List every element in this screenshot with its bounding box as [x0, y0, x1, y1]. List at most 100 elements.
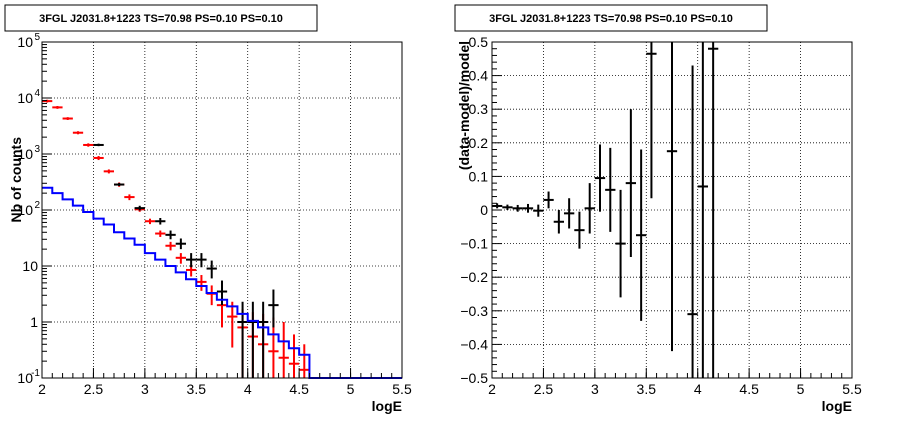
- data-point: [114, 182, 125, 187]
- x-tick-label: 4.5: [289, 381, 309, 397]
- y-tick-label: 0.3: [469, 101, 489, 117]
- data-point: [196, 253, 207, 268]
- residuals-title-box: 3FGL J2031.8+1223 TS=70.98 PS=0.10 PS=0.…: [454, 4, 768, 32]
- residuals-series: [492, 42, 719, 378]
- y-tick-label: 10: [17, 34, 33, 50]
- counts-chart-title: 3FGL J2031.8+1223 TS=70.98 PS=0.10 PS=0.…: [39, 13, 283, 25]
- model-point: [175, 253, 186, 264]
- residuals-y-tick-labels: −0.5 −0.4 −0.3 −0.2 −0.1 0 0.1 0.2 0.3 0.4 0.5: [460, 34, 488, 386]
- y-tick-label: 0: [480, 202, 488, 218]
- data-point: [165, 230, 176, 240]
- model-point: [93, 156, 104, 161]
- x-tick-label: 5: [347, 381, 355, 397]
- model-point: [124, 194, 135, 201]
- model-point: [52, 105, 63, 109]
- counts-y-axis-label: Nb of counts: [8, 137, 24, 223]
- data-point: [708, 42, 719, 378]
- counts-series: [42, 99, 402, 379]
- counts-title-box: 3FGL J2031.8+1223 TS=70.98 PS=0.10 PS=0.…: [4, 4, 318, 32]
- model-point: [278, 322, 289, 378]
- y-tick-label: −0.3: [460, 303, 488, 319]
- x-tick-label: 5: [797, 381, 805, 397]
- data-point: [155, 217, 166, 225]
- data-point: [646, 42, 657, 199]
- data-point: [553, 210, 564, 234]
- data-point: [134, 205, 145, 211]
- data-point: [687, 65, 698, 378]
- model-point: [268, 317, 279, 378]
- data-point: [574, 211, 585, 249]
- residuals-x-axis-label: logE: [822, 398, 852, 414]
- x-tick-label: 5.5: [392, 381, 412, 397]
- x-tick-label: 4: [244, 381, 252, 397]
- y-tick-label: 10: [22, 258, 38, 274]
- residuals-x-tick-labels: 2 2.5 3 3.5 4 4.5 5 5.5: [488, 381, 862, 397]
- y-tick-label: −0.4: [460, 336, 488, 352]
- data-point: [594, 144, 606, 212]
- y-tick-label: 10: [17, 146, 33, 162]
- y-tick-label-exponent: 5: [34, 32, 40, 43]
- model-point: [83, 143, 94, 147]
- counts-x-axis-label: logE: [372, 398, 402, 414]
- x-tick-label: 3.5: [637, 381, 657, 397]
- y-tick-label-exponent: -1: [31, 368, 40, 379]
- data-point: [666, 42, 678, 352]
- x-tick-label: 4.5: [739, 381, 759, 397]
- model-point: [155, 230, 166, 237]
- y-tick-label: 1: [30, 314, 38, 330]
- data-point: [605, 147, 616, 232]
- data-point: [615, 189, 626, 298]
- y-tick-label: 10: [17, 370, 33, 386]
- data-point: [175, 238, 186, 250]
- model-point: [103, 169, 114, 174]
- y-tick-label: 0.5: [469, 34, 489, 50]
- x-tick-label: 4: [694, 381, 702, 397]
- residuals-y-axis-label: (data-model)/model: [456, 41, 472, 170]
- x-tick-label: 2.5: [534, 381, 554, 397]
- x-tick-label: 3: [591, 381, 599, 397]
- data-point: [512, 204, 523, 212]
- y-tick-label: 0.2: [469, 135, 489, 151]
- x-tick-label: 2.5: [84, 381, 104, 397]
- data-point: [186, 253, 197, 268]
- y-tick-label: 0.1: [469, 168, 489, 184]
- data-point: [522, 203, 534, 213]
- data-point: [206, 260, 217, 279]
- data-point: [268, 289, 279, 328]
- data-point: [492, 203, 503, 209]
- data-point: [697, 42, 708, 378]
- y-tick-label: 10: [17, 202, 33, 218]
- data-point: [543, 191, 554, 209]
- model-point: [72, 131, 84, 135]
- data-point: [258, 301, 269, 378]
- y-tick-label: −0.2: [460, 269, 488, 285]
- model-point: [299, 344, 310, 378]
- x-tick-label: 5.5: [842, 381, 862, 397]
- model-point: [144, 218, 156, 225]
- data-point: [93, 143, 104, 147]
- residuals-axis-ticks: [491, 41, 853, 379]
- x-tick-label: 2: [488, 381, 496, 397]
- counts-x-tick-labels: 2 2.5 3 3.5 4 4.5 5 5.5: [38, 381, 412, 397]
- x-tick-label: 2: [38, 381, 46, 397]
- data-point: [564, 198, 575, 229]
- model-point: [42, 99, 53, 103]
- data-point: [502, 204, 513, 210]
- model-point: [288, 334, 300, 378]
- model-point: [62, 117, 73, 120]
- data-point: [625, 109, 636, 258]
- y-tick-label: 10: [17, 90, 33, 106]
- data-point: [247, 301, 258, 378]
- y-tick-label: −0.5: [460, 370, 488, 386]
- y-tick-label-exponent: 3: [34, 144, 40, 155]
- model-histogram-line: [42, 186, 402, 379]
- data-point: [533, 204, 544, 217]
- model-point: [206, 285, 217, 306]
- data-point: [584, 183, 595, 234]
- y-tick-label-exponent: 2: [34, 200, 40, 211]
- y-tick-label: 0.4: [469, 68, 489, 84]
- y-tick-label-exponent: 4: [34, 88, 40, 99]
